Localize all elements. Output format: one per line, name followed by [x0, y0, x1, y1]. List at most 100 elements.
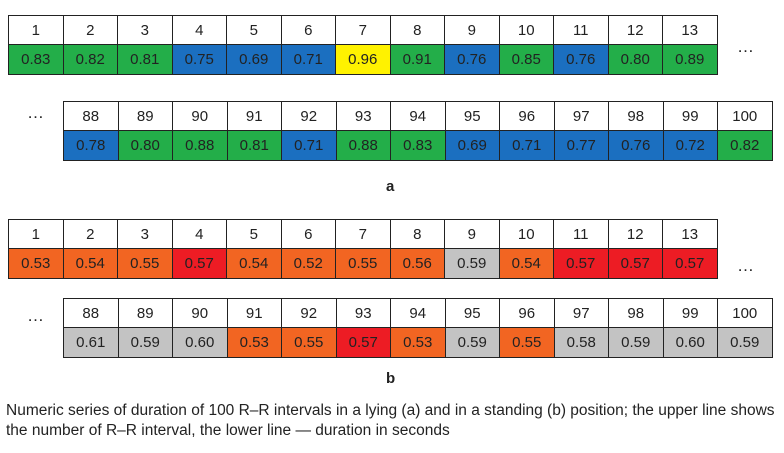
interval-number-cell: 98	[609, 102, 664, 131]
duration-cell: 0.55	[500, 328, 555, 358]
interval-number-cell: 12	[608, 16, 663, 45]
interval-number-cell: 95	[445, 102, 500, 131]
duration-cell: 0.82	[63, 45, 118, 75]
interval-number-cell: 1	[9, 220, 64, 249]
strip-b-end: 88 89 90 91 92 93 94 95 96 97 98 99 100 0.61 0.59 0.60 0…	[63, 298, 773, 358]
duration-cell: 0.57	[663, 249, 718, 279]
duration-cell: 0.71	[281, 45, 336, 75]
duration-cell: 0.85	[499, 45, 554, 75]
duration-cell: 0.57	[172, 249, 227, 279]
duration-cell: 0.53	[227, 328, 282, 358]
interval-number-cell: 5	[227, 16, 282, 45]
duration-cell: 0.72	[663, 131, 718, 161]
interval-number-cell: 9	[445, 16, 500, 45]
interval-number-cell: 5	[227, 220, 282, 249]
duration-cell: 0.76	[445, 45, 500, 75]
duration-cell: 0.69	[445, 131, 500, 161]
duration-cell: 0.59	[118, 328, 173, 358]
duration-cell: 0.56	[390, 249, 445, 279]
duration-cell: 0.76	[554, 45, 609, 75]
interval-number-cell: 97	[554, 299, 609, 328]
interval-number-cell: 95	[445, 299, 500, 328]
interval-number-cell: 92	[282, 102, 337, 131]
duration-cell: 0.80	[118, 131, 173, 161]
interval-number-cell: 13	[663, 220, 718, 249]
interval-number-cell: 11	[554, 16, 609, 45]
ellipsis-a-right: …	[737, 37, 755, 56]
duration-cell: 0.57	[336, 328, 391, 358]
interval-number-cell: 93	[336, 102, 391, 131]
interval-number-cell: 99	[663, 102, 718, 131]
interval-number-cell: 88	[64, 102, 119, 131]
duration-cell: 0.54	[63, 249, 118, 279]
panel-label-a: a	[386, 178, 395, 195]
duration-cell: 0.82	[718, 131, 773, 161]
interval-number-cell: 100	[718, 102, 773, 131]
interval-number-cell: 7	[336, 16, 391, 45]
interval-number-cell: 6	[281, 220, 336, 249]
duration-cell: 0.53	[9, 249, 64, 279]
interval-number-cell: 100	[718, 299, 773, 328]
ellipsis-b-right: …	[737, 256, 755, 275]
interval-number-cell: 89	[118, 299, 173, 328]
duration-cell: 0.83	[9, 45, 64, 75]
interval-number-cell: 90	[173, 102, 228, 131]
interval-number-cell: 9	[445, 220, 500, 249]
duration-cell: 0.60	[173, 328, 228, 358]
duration-cell: 0.52	[281, 249, 336, 279]
interval-number-cell: 4	[172, 220, 227, 249]
interval-number-cell: 11	[554, 220, 609, 249]
duration-cell: 0.81	[227, 131, 282, 161]
interval-number-cell: 8	[390, 220, 445, 249]
duration-cell: 0.76	[609, 131, 664, 161]
duration-cell: 0.88	[173, 131, 228, 161]
interval-number-cell: 91	[227, 299, 282, 328]
interval-number-cell: 96	[500, 299, 555, 328]
interval-number-cell: 88	[64, 299, 119, 328]
interval-number-cell: 2	[63, 220, 118, 249]
duration-cell: 0.69	[227, 45, 282, 75]
interval-number-cell: 10	[499, 16, 554, 45]
duration-cell: 0.77	[554, 131, 609, 161]
duration-cell: 0.58	[554, 328, 609, 358]
duration-cell: 0.75	[172, 45, 227, 75]
strip-a-start: 1 2 3 4 5 6 7 8 9 10 11 12 13 0.83 0.82 0.81 0.75 0.69 0.7…	[8, 15, 718, 75]
interval-number-cell: 90	[173, 299, 228, 328]
interval-number-cell: 10	[499, 220, 554, 249]
duration-cell: 0.57	[608, 249, 663, 279]
duration-cell: 0.57	[554, 249, 609, 279]
interval-number-cell: 91	[227, 102, 282, 131]
interval-number-cell: 8	[390, 16, 445, 45]
interval-number-cell: 1	[9, 16, 64, 45]
interval-number-cell: 89	[118, 102, 173, 131]
interval-number-cell: 94	[391, 102, 446, 131]
interval-number-cell: 7	[336, 220, 391, 249]
duration-cell: 0.60	[663, 328, 718, 358]
figure-caption: Numeric series of duration of 100 R–R in…	[6, 402, 775, 439]
duration-cell: 0.71	[282, 131, 337, 161]
ellipsis-a-left: …	[27, 103, 45, 122]
strip-b-start: 1 2 3 4 5 6 7 8 9 10 11 12 13 0.53 0.54 0.55 0.57 0.54 0.5…	[8, 219, 718, 279]
interval-number-cell: 13	[663, 16, 718, 45]
interval-number-cell: 97	[554, 102, 609, 131]
duration-cell: 0.54	[499, 249, 554, 279]
duration-cell: 0.55	[118, 249, 173, 279]
duration-cell: 0.81	[118, 45, 173, 75]
duration-cell: 0.89	[663, 45, 718, 75]
interval-number-cell: 3	[118, 220, 173, 249]
duration-cell: 0.53	[391, 328, 446, 358]
duration-cell: 0.78	[64, 131, 119, 161]
duration-cell: 0.61	[64, 328, 119, 358]
interval-number-cell: 2	[63, 16, 118, 45]
duration-cell: 0.88	[336, 131, 391, 161]
interval-number-cell: 94	[391, 299, 446, 328]
interval-number-cell: 98	[609, 299, 664, 328]
duration-cell: 0.96	[336, 45, 391, 75]
interval-number-cell: 92	[282, 299, 337, 328]
interval-number-cell: 12	[608, 220, 663, 249]
interval-number-cell: 6	[281, 16, 336, 45]
duration-cell: 0.55	[336, 249, 391, 279]
duration-cell: 0.55	[282, 328, 337, 358]
duration-cell: 0.83	[391, 131, 446, 161]
interval-number-cell: 93	[336, 299, 391, 328]
